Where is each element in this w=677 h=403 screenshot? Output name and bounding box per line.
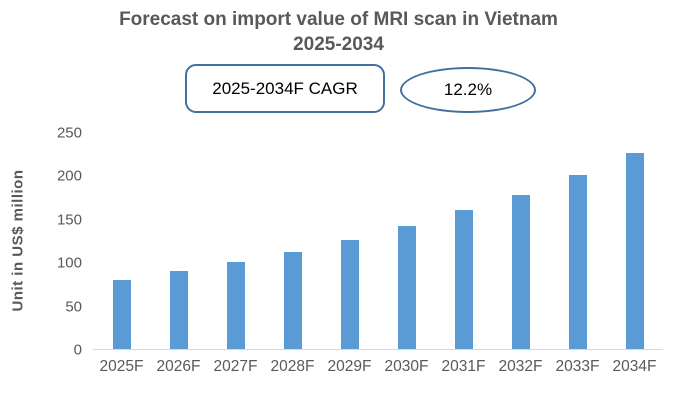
x-axis-label-2028F: 2028F <box>270 358 315 375</box>
chart-title: Forecast on import value of MRI scan in … <box>0 7 677 57</box>
x-axis-label-2032F: 2032F <box>498 358 543 375</box>
bar-2030F <box>397 225 416 349</box>
cagr-value-text: 12.2% <box>443 80 493 99</box>
bar-slot <box>378 133 435 349</box>
y-tick-label: 50 <box>65 298 82 316</box>
bar-slot <box>264 133 321 349</box>
y-tick-label: 250 <box>56 124 82 142</box>
bar-2029F <box>340 239 359 349</box>
bar-slot <box>549 133 606 349</box>
x-axis-label-2031F: 2031F <box>441 358 486 375</box>
y-tick-label: 200 <box>56 167 82 185</box>
chart-title-line2: 2025-2034 <box>293 34 384 55</box>
cagr-label-box: 2025-2034F CAGR <box>185 64 385 113</box>
bar-2025F <box>112 279 131 349</box>
bar-slot <box>93 133 150 349</box>
bar-2028F <box>283 251 302 349</box>
bar-2032F <box>511 194 530 349</box>
bar-slot <box>492 133 549 349</box>
bar-2033F <box>568 175 587 349</box>
x-axis-labels: 2025F 2026F 2027F 2028F 2029F 2030F 2031F 2032F… <box>93 358 663 376</box>
y-tick-label: 150 <box>56 211 82 229</box>
x-axis-label-2026F: 2026F <box>156 358 201 375</box>
bar-2026F <box>169 270 188 349</box>
x-axis-label-2030F: 2030F <box>384 358 429 375</box>
x-axis-label-2025F: 2025F <box>99 358 144 375</box>
y-tick-label: 100 <box>56 254 82 272</box>
cagr-value-ellipse: 12.2% <box>400 67 536 113</box>
bar-2027F <box>226 262 245 349</box>
bar-slot <box>207 133 264 349</box>
x-axis-label-2034F: 2034F <box>612 358 657 375</box>
x-axis-label-2027F: 2027F <box>213 358 258 375</box>
bar-slot <box>435 133 492 349</box>
y-tick-label: 0 <box>73 341 82 359</box>
x-axis-label-2033F: 2033F <box>555 358 600 375</box>
bar-2031F <box>454 210 473 349</box>
chart-title-line1: Forecast on import value of MRI scan in … <box>119 9 558 30</box>
x-axis-label-2029F: 2029F <box>327 358 372 375</box>
bar-slot <box>150 133 207 349</box>
cagr-label-text: 2025-2034F CAGR <box>212 78 358 98</box>
plot-area <box>93 133 663 350</box>
bar-slot <box>606 133 663 349</box>
bar-2034F <box>625 152 644 349</box>
bar-slot <box>321 133 378 349</box>
